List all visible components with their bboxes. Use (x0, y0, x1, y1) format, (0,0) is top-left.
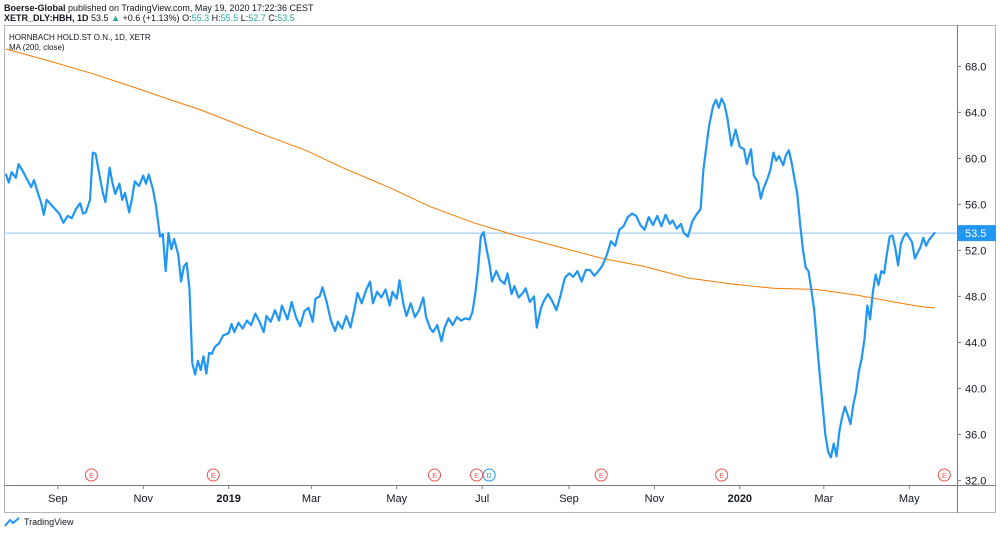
dividend-marker[interactable] (482, 468, 496, 482)
low-label: L: (240, 13, 249, 23)
earnings-marker-label: E (719, 473, 724, 480)
symbol-label: XETR_DLY:HBH, 1D (4, 13, 89, 23)
high-value: 55.5 (220, 13, 239, 23)
price-tick-label: 32.0 (965, 475, 986, 487)
chart-border (4, 25, 996, 513)
open-label: O: (182, 13, 192, 23)
dividend-marker-label: D (487, 473, 492, 480)
earnings-marker-label: E (89, 473, 94, 480)
change-arrow-icon: ▲ (111, 13, 120, 23)
earnings-marker[interactable] (206, 468, 220, 482)
symbol-quote-line: XETR_DLY:HBH, 1D 53.5 ▲ +0.6 (+1.13%) O:… (4, 13, 295, 23)
high-label: H: (211, 13, 221, 23)
time-tick-label: Mar (814, 493, 833, 505)
publisher-name[interactable]: Boerse-Global (4, 3, 66, 13)
price-tick-label: 56.0 (965, 199, 986, 211)
last-price-text: 53.5 (91, 13, 109, 23)
ma-series-line (5, 48, 935, 309)
footer-brand[interactable]: TradingView (4, 515, 74, 529)
low-value: 52.7 (248, 13, 266, 23)
price-tick-label: 40.0 (965, 383, 986, 395)
publish-header: Boerse-Global published on TradingView.c… (0, 0, 1000, 24)
time-axis-ticks: Sep Nov 2019 Mar May Jul Sep Nov 2020 Mar May (48, 485, 920, 505)
price-tick-label: 52.0 (965, 245, 986, 257)
price-tick-label: 48.0 (965, 291, 986, 303)
close-label: C: (268, 13, 278, 23)
close-value: 53.5 (277, 13, 295, 23)
earnings-marker-label: E (474, 473, 479, 480)
earnings-marker[interactable] (937, 468, 951, 482)
earnings-marker-label: E (942, 473, 947, 480)
price-tick-label: 68.0 (965, 61, 986, 73)
time-tick-label: 2019 (216, 493, 240, 505)
earnings-marker-label: E (432, 473, 437, 480)
change-text: +0.6 (+1.13%) (122, 13, 180, 23)
earnings-marker-label: E (599, 473, 604, 480)
time-tick-label: 2020 (728, 493, 752, 505)
earnings-marker[interactable] (470, 468, 484, 482)
ma-line-group (5, 48, 935, 309)
tradingview-logo-icon (4, 517, 20, 527)
price-line-group (4, 97, 936, 459)
chart-background (0, 25, 1000, 513)
time-tick-label: Sep (559, 493, 579, 505)
last-price-badge-label: 53.5 (965, 228, 986, 240)
last-price-label-group: 53.5 (958, 225, 996, 242)
price-axis-ticks: 32.0 36.0 40.0 44.0 48.0 52.0 56.0 60.0 64.0 68.0 (957, 61, 986, 487)
price-tick-label: 60.0 (965, 153, 986, 165)
time-tick-label: Mar (302, 493, 321, 505)
price-tick-label: 44.0 (965, 337, 986, 349)
time-tick-label: Sep (48, 493, 68, 505)
time-tick-label: Nov (133, 493, 153, 505)
earnings-marker[interactable] (84, 468, 98, 482)
earnings-marker-label: E (211, 473, 216, 480)
last-price-badge (958, 225, 996, 242)
published-text: published on TradingView.com, May 19, 20… (65, 3, 314, 13)
price-series-line (4, 97, 936, 459)
instrument-legend[interactable]: HORNBACH HOLD.ST O.N., 1D, XETR (9, 33, 151, 42)
publish-info: Boerse-Global published on TradingView.c… (4, 3, 314, 13)
earnings-marker[interactable] (594, 468, 608, 482)
tradingview-brand-label: TradingView (24, 517, 74, 527)
time-tick-label: May (899, 493, 920, 505)
indicator-legend[interactable]: MA (200, close) (9, 43, 65, 52)
time-tick-label: Nov (645, 493, 665, 505)
time-tick-label: May (386, 493, 407, 505)
open-value: 55.3 (191, 13, 210, 23)
price-tick-label: 36.0 (965, 429, 986, 441)
time-tick-label: Jul (475, 493, 489, 505)
earnings-marker[interactable] (428, 468, 442, 482)
price-chart[interactable]: E E E E D E E E 32.0 36.0 40.0 44.0 48.0 52.0 56.0 60.… (0, 25, 1000, 513)
price-tick-label: 64.0 (965, 107, 986, 119)
earnings-marker[interactable] (715, 468, 729, 482)
